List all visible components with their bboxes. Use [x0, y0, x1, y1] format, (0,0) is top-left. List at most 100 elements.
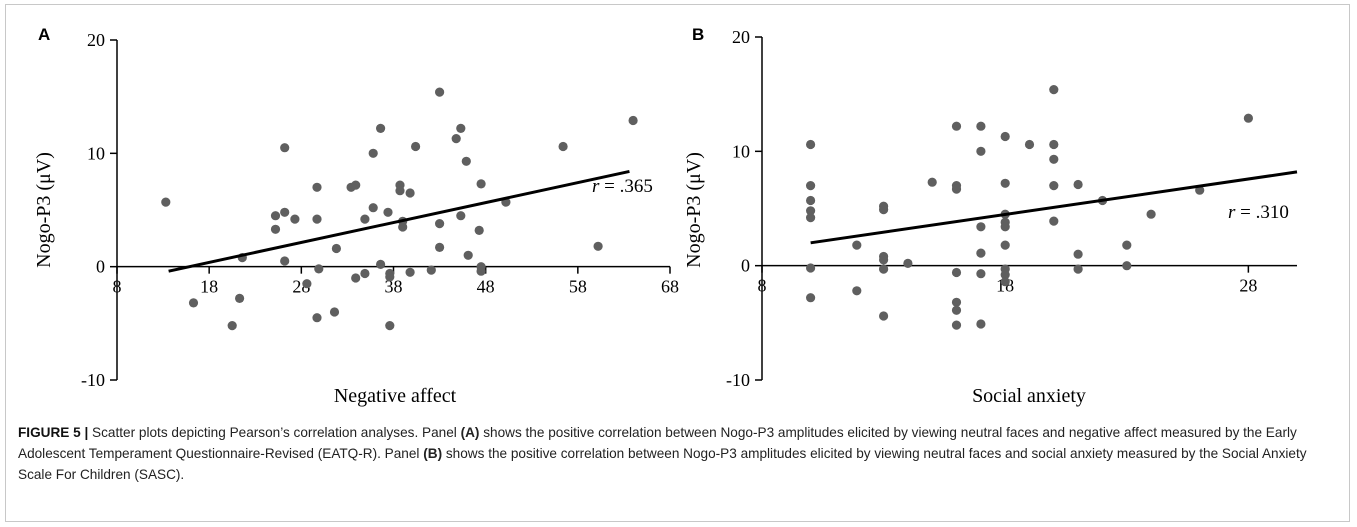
- data-point: [806, 139, 816, 150]
- data-point: [1049, 154, 1059, 164]
- x-tick-label: 68: [661, 277, 679, 297]
- data-point: [474, 225, 484, 235]
- data-point: [426, 265, 436, 275]
- data-point: [1073, 179, 1083, 190]
- data-point: [806, 263, 816, 273]
- data-point: [806, 213, 816, 223]
- data-point: [405, 188, 415, 198]
- data-point: [329, 307, 340, 317]
- data-point: [351, 180, 361, 190]
- y-tick-label: 0: [96, 257, 105, 277]
- data-point: [1122, 240, 1132, 250]
- caption-text-1: Scatter plots depicting Pearson’s correl…: [88, 425, 461, 440]
- r-symbol: r: [592, 176, 600, 197]
- data-point: [951, 121, 962, 131]
- data-point: [227, 321, 237, 331]
- data-point: [558, 141, 568, 152]
- data-point: [435, 242, 445, 252]
- data-point: [879, 205, 889, 215]
- x-tick-label: 18: [200, 277, 218, 297]
- x-tick-label: 8: [758, 276, 767, 296]
- data-point: [976, 121, 986, 131]
- y-tick-label: -10: [726, 370, 750, 390]
- data-point: [1049, 85, 1059, 95]
- data-point: [628, 115, 638, 126]
- data-point: [951, 305, 962, 315]
- data-point: [976, 222, 986, 232]
- data-point: [451, 134, 461, 144]
- figure-panels: A -10 0 10 20 8 18 28 38 48 58 68 r = .365 Negative a…: [33, 25, 1298, 407]
- x-tick-label: 8: [113, 277, 122, 297]
- y-tick-label: 10: [87, 143, 105, 163]
- data-point: [951, 267, 962, 278]
- data-point: [411, 141, 421, 152]
- data-point: [302, 279, 312, 289]
- data-point: [1049, 216, 1059, 226]
- data-point: [351, 273, 361, 283]
- y-tick-label: 0: [741, 256, 750, 276]
- data-point: [1000, 178, 1010, 188]
- data-point: [360, 214, 370, 224]
- data-point: [1049, 139, 1059, 150]
- data-point: [312, 214, 322, 224]
- data-point: [1000, 131, 1010, 142]
- data-point: [398, 222, 408, 232]
- data-point: [435, 87, 445, 97]
- data-point: [976, 269, 986, 279]
- data-point: [879, 264, 889, 274]
- data-point: [1073, 249, 1083, 259]
- trendline: [168, 170, 630, 273]
- data-point: [161, 197, 171, 207]
- data-point: [456, 123, 466, 133]
- data-point: [951, 320, 962, 330]
- data-point: [270, 211, 281, 221]
- data-point: [280, 256, 290, 266]
- figure-caption: FIGURE 5 | Scatter plots depicting Pears…: [18, 422, 1338, 485]
- y-tick-label: 20: [87, 30, 105, 50]
- y-tick-label: 10: [732, 141, 750, 161]
- data-point: [976, 248, 986, 258]
- data-point: [290, 214, 300, 224]
- x-tick-label: 38: [385, 277, 403, 297]
- data-point: [280, 143, 290, 153]
- x-axis-title: Social anxiety: [972, 385, 1086, 407]
- r-value: = .365: [599, 176, 652, 197]
- data-point: [852, 240, 862, 250]
- data-point: [383, 207, 393, 217]
- data-point: [976, 146, 986, 156]
- caption-text-3: shows the positive correlation between N…: [18, 446, 1307, 482]
- data-point: [806, 195, 816, 206]
- data-point: [927, 177, 937, 187]
- data-point: [1243, 113, 1253, 123]
- data-point: [376, 259, 386, 269]
- data-point: [476, 262, 486, 272]
- panel-letter: B: [692, 25, 704, 44]
- panel-letter: A: [38, 25, 50, 44]
- r-value: = .310: [1235, 202, 1288, 223]
- data-point: [405, 267, 415, 277]
- data-point: [1000, 277, 1010, 287]
- x-tick-label: 28: [1239, 276, 1257, 296]
- x-tick-label: 48: [477, 277, 495, 297]
- r-symbol: r: [1228, 202, 1236, 223]
- correlation-label: r = .310: [1228, 202, 1289, 223]
- data-point: [976, 319, 986, 329]
- data-point: [461, 156, 471, 166]
- data-point: [395, 186, 405, 196]
- data-point: [879, 255, 889, 265]
- data-point: [852, 286, 862, 296]
- data-point: [806, 293, 816, 303]
- data-point: [1122, 261, 1132, 271]
- data-point: [1049, 181, 1059, 191]
- data-point: [879, 311, 889, 321]
- data-point: [331, 243, 341, 254]
- data-point: [593, 241, 603, 251]
- data-point: [1073, 264, 1083, 274]
- data-point: [376, 123, 386, 133]
- y-axis-title: Nogo-P3 (μV): [33, 152, 55, 268]
- y-tick-label: -10: [81, 370, 105, 390]
- data-point: [385, 321, 395, 331]
- data-point: [1000, 222, 1010, 232]
